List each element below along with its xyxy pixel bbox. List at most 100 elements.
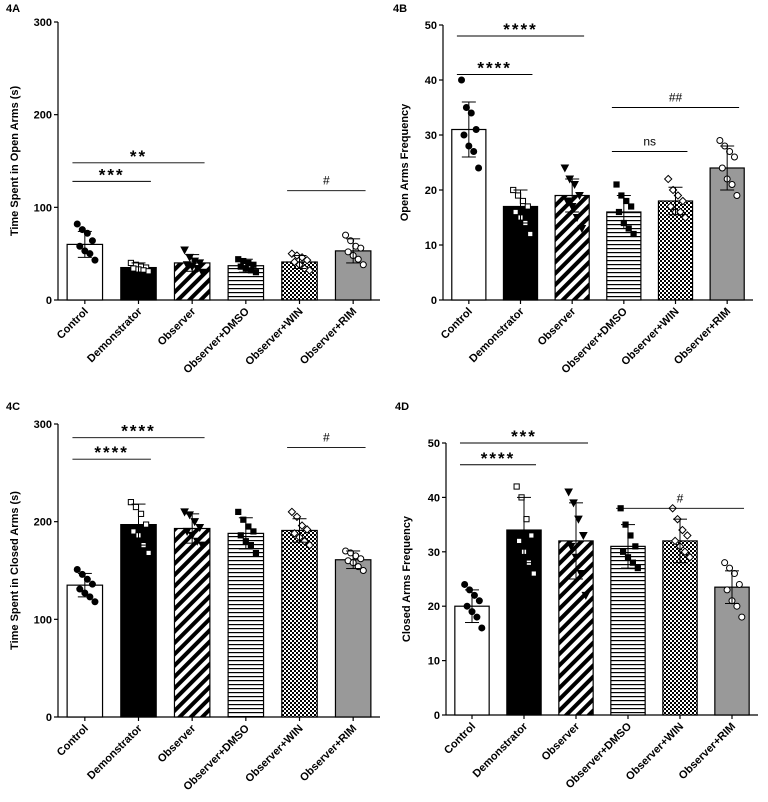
y-axis-label: Closed Arms Frequency (401, 515, 413, 642)
significance-label: ## (669, 91, 683, 105)
data-point (344, 248, 352, 256)
y-tick-label: 0 (434, 710, 440, 722)
error-bar (517, 496, 531, 564)
data-point (630, 230, 637, 238)
data-point (613, 181, 620, 188)
data-point (524, 203, 531, 210)
data-point (287, 507, 297, 517)
data-point (663, 174, 673, 184)
data-point (470, 591, 478, 599)
data-point (512, 208, 519, 216)
error-bar (77, 230, 92, 258)
data-point (666, 202, 675, 211)
y-tick-label: 300 (34, 419, 52, 431)
y-tick-label: 10 (428, 656, 440, 668)
data-point (680, 213, 690, 222)
data-point (628, 203, 635, 210)
y-axis-label: Open Arms Frequency (399, 103, 411, 221)
data-point (91, 598, 99, 606)
data-point (728, 181, 736, 188)
data-point (467, 109, 475, 117)
x-tick-label: Observer+WIN (243, 723, 305, 785)
data-point (130, 528, 137, 535)
data-point (73, 566, 81, 574)
data-point (76, 242, 84, 250)
data-point (572, 214, 582, 223)
x-tick-label: Demonstrator (85, 305, 145, 365)
data-point (190, 518, 200, 527)
error-bar (292, 518, 307, 543)
x-tick-label: Observer+RIM (298, 306, 359, 367)
data-point (88, 237, 96, 245)
data-point (195, 259, 205, 268)
data-point (245, 259, 252, 267)
data-point (576, 570, 586, 579)
data-point (73, 220, 81, 228)
data-point (302, 255, 312, 265)
data-point (579, 531, 588, 541)
panel-label: 4C (6, 401, 20, 413)
data-point (514, 192, 522, 199)
error-bar (185, 513, 200, 544)
y-tick-label: 100 (34, 202, 52, 214)
error-bar (346, 238, 361, 264)
error-bar (720, 145, 735, 191)
data-point (562, 197, 572, 206)
error-bar (238, 258, 253, 273)
data-point (629, 559, 637, 566)
error-bar (238, 517, 253, 550)
significance-label: *** (99, 165, 125, 184)
data-point (145, 268, 152, 275)
data-point (577, 225, 587, 234)
data-point (564, 488, 573, 497)
data-point (472, 126, 480, 133)
y-axis-label: Time Spent in Closed Arms (s) (9, 491, 21, 650)
data-point (182, 527, 192, 536)
y-tick-label: 20 (425, 185, 437, 197)
data-point (357, 244, 365, 252)
data-point (726, 148, 734, 155)
y-tick-label: 30 (425, 130, 437, 142)
significance-label: # (677, 491, 684, 505)
data-point (733, 602, 741, 610)
data-point (460, 131, 468, 139)
x-tick-label: Observer+RIM (677, 721, 738, 782)
data-point (359, 567, 367, 574)
data-point (292, 512, 302, 522)
data-point (235, 508, 242, 515)
y-tick-label: 50 (425, 20, 437, 32)
data-point (670, 536, 680, 546)
data-point (718, 164, 726, 172)
data-point (515, 537, 523, 545)
error-bar (668, 186, 683, 216)
bar-observer-rim (334, 559, 372, 718)
y-tick-label: 20 (428, 601, 440, 613)
data-point (180, 246, 189, 255)
panel-4C: 4C 0 100 200 300 Time Spent in Closed Arms (s… (6, 401, 380, 793)
error-bar (725, 570, 739, 604)
panel-label: 4A (6, 3, 20, 15)
y-tick-label: 0 (431, 295, 437, 307)
error-bar (673, 518, 687, 564)
data-point (478, 624, 486, 632)
error-bar (565, 178, 580, 213)
data-point (721, 559, 729, 567)
data-point (581, 591, 591, 600)
x-tick-label: Observer (156, 722, 199, 765)
y-tick-label: 40 (425, 75, 437, 87)
y-tick-label: 200 (34, 517, 52, 529)
data-point (137, 510, 145, 517)
error-bar (131, 262, 146, 273)
data-point (723, 586, 731, 594)
data-point (560, 164, 570, 173)
significance-label: **** (477, 59, 511, 78)
data-point (623, 197, 630, 205)
bar-observer-win (662, 540, 698, 716)
data-point (527, 230, 534, 238)
panel-label: 4D (395, 401, 409, 413)
error-bar (616, 195, 631, 229)
data-point (735, 580, 743, 588)
panel-label: 4B (393, 3, 407, 15)
x-tick-label: Demonstrator (85, 722, 145, 782)
significance-label: ** (130, 147, 147, 166)
